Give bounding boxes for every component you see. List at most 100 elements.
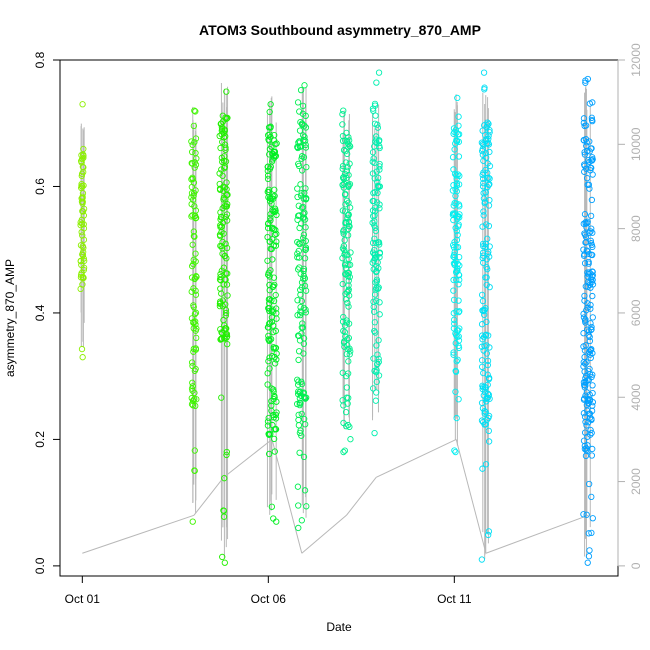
data-point [484, 394, 491, 401]
data-point [301, 133, 308, 140]
data-point [302, 185, 309, 192]
data-point [269, 308, 276, 315]
data-point [188, 359, 196, 366]
data-point [189, 212, 196, 219]
data-point [298, 204, 306, 211]
data-point [483, 318, 490, 325]
data-point [456, 308, 463, 315]
data-point [451, 170, 459, 177]
data-point [222, 144, 229, 151]
data-point [479, 418, 487, 426]
data-point [271, 392, 278, 400]
data-point [450, 276, 457, 284]
data-point [581, 260, 589, 267]
index-trace [80, 82, 591, 560]
data-point [192, 318, 199, 325]
data-point [78, 228, 85, 236]
data-point [303, 195, 310, 202]
data-point [79, 273, 87, 281]
data-point [301, 255, 309, 262]
data-point [222, 203, 230, 210]
data-point [294, 185, 301, 192]
data-point [485, 332, 492, 339]
data-point [342, 333, 349, 340]
data-point [370, 355, 377, 362]
data-point [80, 154, 87, 162]
data-point [584, 300, 591, 307]
data-point [342, 201, 349, 208]
data-point [483, 342, 490, 349]
data-point [268, 402, 275, 409]
data-point [341, 180, 348, 187]
data-point [584, 559, 591, 566]
data-point [480, 69, 488, 76]
data-point [480, 189, 487, 197]
data-point [369, 219, 376, 226]
data-point [190, 179, 198, 186]
data-point [295, 411, 302, 419]
data-point [580, 330, 587, 337]
data-point [340, 226, 347, 234]
data-point [585, 530, 592, 537]
data-point [191, 310, 199, 318]
right-tick-label: 0 [629, 562, 643, 569]
data-point [223, 244, 231, 252]
series-burst-10 [580, 75, 597, 566]
data-point [589, 390, 596, 397]
data-point [451, 447, 458, 454]
data-point [479, 127, 486, 134]
data-point [369, 158, 376, 165]
data-point [270, 411, 277, 419]
data-point [376, 143, 383, 150]
data-point [588, 326, 595, 333]
data-point [79, 354, 86, 361]
y-axis: 0.0 0.2 0.4 0.6 0.8 [33, 51, 61, 574]
data-point [217, 277, 224, 284]
data-point [221, 165, 228, 172]
data-point [266, 307, 273, 315]
data-point [581, 230, 588, 237]
x-tick-label: Oct 11 [437, 592, 472, 606]
data-point [587, 426, 594, 434]
y-axis-label: asymmetry_870_AMP [3, 259, 17, 377]
data-point [452, 210, 459, 217]
data-point [587, 228, 594, 235]
y-tick-label: 0.6 [33, 178, 47, 195]
data-point [298, 410, 305, 418]
data-point [340, 230, 347, 237]
data-point [346, 204, 354, 211]
data-point [343, 317, 350, 324]
data-point [583, 174, 591, 182]
data-point [216, 185, 224, 192]
data-point [191, 389, 198, 396]
data-point [295, 388, 302, 395]
data-point [339, 318, 347, 325]
data-point [297, 400, 304, 407]
data-point [454, 356, 461, 363]
data-point [223, 115, 230, 123]
data-point [455, 153, 463, 160]
data-point [223, 88, 230, 95]
data-point [580, 511, 587, 518]
series-burst-4 [264, 101, 280, 525]
data-point [580, 246, 587, 253]
data-point [217, 336, 224, 343]
data-point [344, 150, 351, 158]
data-point [296, 429, 304, 437]
data-point [223, 451, 230, 459]
data-point [340, 146, 348, 154]
data-point [192, 321, 199, 328]
data-point [303, 503, 310, 510]
data-point [373, 278, 381, 285]
data-point [341, 170, 349, 178]
data-point [481, 311, 488, 318]
data-point [344, 232, 352, 239]
data-point [451, 260, 459, 267]
data-point [299, 102, 307, 110]
data-point [580, 314, 588, 321]
data-point [486, 284, 493, 291]
data-point [478, 357, 486, 364]
data-point [484, 357, 492, 365]
data-point [587, 431, 594, 438]
data-point [587, 351, 594, 358]
